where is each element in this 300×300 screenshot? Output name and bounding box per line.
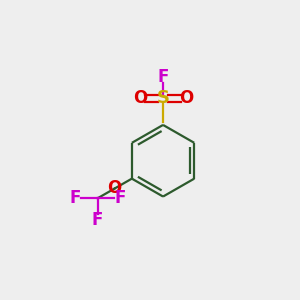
Text: F: F (114, 189, 125, 207)
Text: O: O (179, 89, 194, 107)
Text: O: O (108, 179, 122, 197)
Text: F: F (158, 68, 169, 86)
Text: F: F (92, 211, 103, 229)
Text: O: O (133, 89, 147, 107)
Text: S: S (157, 89, 169, 107)
Text: F: F (70, 189, 81, 207)
